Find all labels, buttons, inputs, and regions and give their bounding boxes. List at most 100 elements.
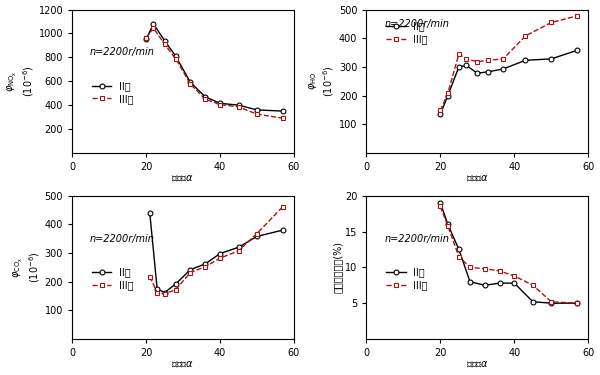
Text: n=2200r/min: n=2200r/min [90,47,155,57]
II型 [529,300,536,304]
III型 [548,300,555,304]
Text: n=2200r/min: n=2200r/min [384,19,449,29]
III型 [235,105,242,109]
II型 [142,37,149,42]
II型 [455,64,463,69]
III型 [187,270,194,275]
III型 [511,274,518,278]
III型 [444,224,451,228]
II型 [437,112,444,117]
II型 [172,54,179,58]
Line: III型: III型 [143,26,286,121]
II型 [280,109,287,113]
III型 [150,26,157,30]
III型 [463,57,470,61]
II型 [217,251,224,256]
III型 [172,288,179,292]
II型 [235,245,242,249]
III型 [496,268,503,273]
II型 [161,38,168,43]
Text: n=2200r/min: n=2200r/min [90,234,155,243]
III型 [253,112,260,116]
III型 [548,20,555,25]
III型 [280,116,287,120]
III型 [202,97,209,101]
Legend: II型, III型: II型, III型 [382,17,432,48]
III型 [146,274,154,279]
II型 [253,108,260,112]
III型 [202,264,209,269]
III型 [529,283,536,288]
III型 [253,231,260,236]
II型 [217,101,224,106]
II型 [187,80,194,85]
II型 [548,301,555,305]
III型 [217,256,224,260]
II型 [150,22,157,26]
III型 [161,291,168,296]
II型 [187,267,194,272]
III型 [280,204,287,209]
II型 [172,282,179,286]
III型 [522,34,529,38]
III型 [187,82,194,87]
II型 [466,279,473,284]
II型 [146,211,154,215]
III型 [455,254,463,259]
II型 [161,290,168,295]
II型 [235,103,242,107]
III型 [154,290,161,295]
II型 [548,57,555,61]
III型 [142,36,149,40]
II型 [253,234,260,238]
Line: II型: II型 [143,21,286,114]
III型 [574,301,581,305]
III型 [474,60,481,64]
Line: II型: II型 [438,200,580,306]
Legend: II型, III型: II型, III型 [382,263,432,294]
II型 [496,281,503,285]
III型 [485,58,492,63]
Line: II型: II型 [438,48,580,117]
II型 [574,301,581,305]
II型 [437,201,444,205]
Line: III型: III型 [438,13,580,113]
III型 [437,204,444,209]
II型 [444,93,451,98]
III型 [481,267,488,271]
II型 [202,262,209,266]
II型 [463,63,470,68]
III型 [444,91,451,96]
III型 [500,57,507,61]
X-axis label: 空燃比$\alpha$: 空燃比$\alpha$ [172,360,194,369]
III型 [437,108,444,113]
Y-axis label: $\varphi_{\rm CO_x}$
$(10^{-6})$: $\varphi_{\rm CO_x}$ $(10^{-6})$ [11,252,42,283]
II型 [574,48,581,52]
II型 [485,69,492,74]
II型 [481,283,488,288]
III型 [172,56,179,61]
III型 [574,13,581,18]
II型 [280,228,287,232]
X-axis label: 空燃比$\alpha$: 空燃比$\alpha$ [172,173,194,183]
Line: III型: III型 [438,204,580,306]
II型 [455,247,463,252]
II型 [444,222,451,226]
Legend: II型, III型: II型, III型 [88,77,137,108]
III型 [217,102,224,107]
II型 [154,286,161,291]
Y-axis label: $\varphi_{\rm HO}$
$(10^{-6})$: $\varphi_{\rm HO}$ $(10^{-6})$ [307,65,336,97]
III型 [161,42,168,46]
Legend: II型, III型: II型, III型 [88,263,137,294]
III型 [466,265,473,270]
X-axis label: 空燃比$\alpha$: 空燃比$\alpha$ [466,360,489,369]
II型 [202,94,209,99]
Line: II型: II型 [148,210,286,295]
III型 [455,52,463,56]
Y-axis label: 不透光煙度値(%): 不透光煙度値(%) [332,242,342,293]
II型 [511,281,518,285]
X-axis label: 空燃比$\alpha$: 空燃比$\alpha$ [466,173,489,183]
Line: III型: III型 [148,204,286,296]
Text: n=2200r/min: n=2200r/min [384,234,449,243]
II型 [500,67,507,71]
